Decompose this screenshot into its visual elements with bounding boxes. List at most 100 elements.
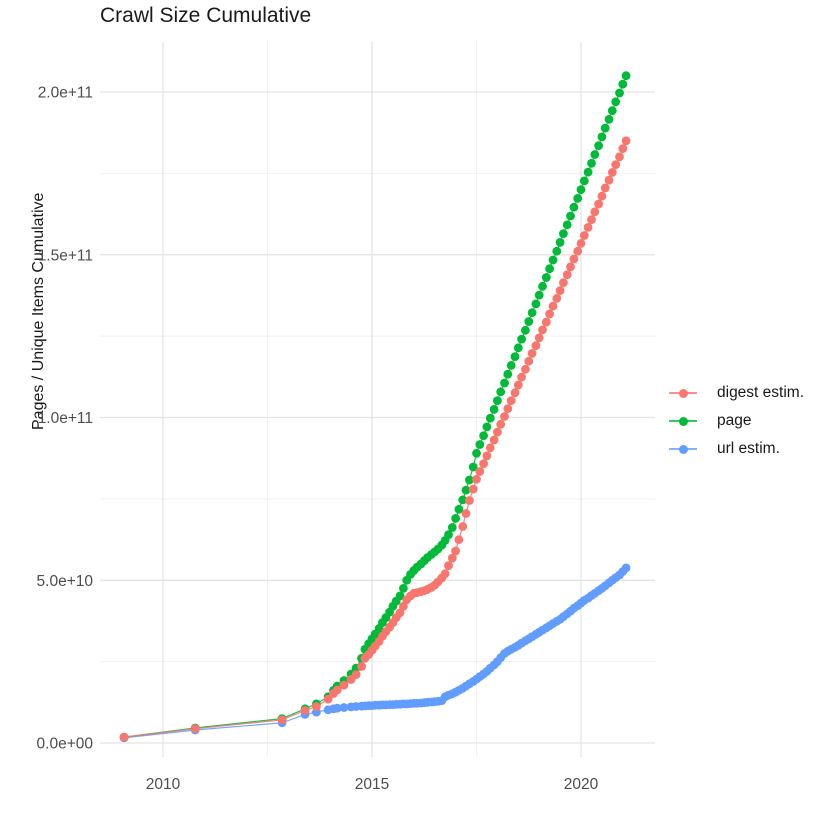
y-tick-labels: 0.0e+00 5.0e+10 1.0e+11 1.5e+11 2.0e+11 (37, 85, 94, 753)
data-point-page (611, 97, 621, 107)
data-point-page (555, 238, 565, 247)
data-point-page (552, 246, 562, 256)
data-point-page (569, 202, 579, 212)
data-point-page (506, 361, 516, 370)
data-point-digest (339, 680, 349, 690)
data-point-digest (323, 694, 333, 704)
data-point-digest (607, 168, 617, 177)
data-point-page (576, 185, 586, 195)
data-point-digest (562, 270, 572, 279)
data-point-digest (552, 294, 562, 303)
data-point-digest (531, 341, 541, 350)
data-point-digest (503, 404, 513, 414)
legend-item-page: page (669, 407, 804, 435)
data-point-page (527, 308, 537, 318)
data-point-page (493, 396, 502, 405)
y-tick-label: 1.0e+11 (38, 410, 93, 427)
data-point-page (489, 405, 499, 414)
data-point-page (503, 369, 513, 379)
data-point-digest (119, 732, 129, 742)
data-point-digest (440, 569, 450, 579)
data-point-digest (458, 522, 468, 531)
data-point-digest (451, 546, 460, 556)
data-point-digest (534, 333, 544, 343)
data-point-digest (521, 364, 530, 374)
data-point-digest (621, 136, 631, 146)
legend-key-url-icon (669, 444, 697, 455)
data-point-digest (300, 706, 310, 715)
y-tick-label: 1.5e+11 (38, 247, 93, 264)
data-point-page (395, 591, 405, 601)
data-point-url (339, 703, 349, 712)
data-point-page (621, 71, 631, 81)
legend-label-digest: digest estim. (717, 384, 805, 401)
gridlines-minor (100, 42, 655, 757)
data-point-page (538, 281, 547, 291)
data-point-digest (482, 451, 492, 461)
data-point-digest (496, 419, 506, 429)
x-tick-label: 2020 (564, 776, 599, 793)
data-point-digest (465, 496, 474, 505)
legend-item-digest-estim: digest estim. (669, 379, 804, 407)
data-point-digest (600, 183, 610, 193)
data-point-digest (475, 467, 485, 476)
data-point-digest (454, 535, 464, 544)
data-point-digest (395, 608, 405, 618)
data-point-page (531, 299, 541, 309)
data-point-digest (500, 412, 509, 421)
data-point-page (475, 440, 485, 449)
data-point-page (461, 485, 471, 495)
data-point-digest (587, 215, 596, 225)
data-point-digest (573, 246, 583, 256)
data-point-digest (485, 443, 495, 453)
data-point-page (472, 448, 481, 458)
data-point-digest (579, 231, 589, 240)
data-point-page (534, 290, 544, 300)
data-point-digest (510, 388, 520, 398)
x-tick-label: 2015 (355, 776, 389, 793)
data-point-page (447, 523, 457, 532)
data-point-page (454, 504, 464, 514)
series-digest (119, 136, 631, 742)
data-point-digest (461, 509, 471, 518)
data-point-digest (615, 152, 624, 162)
x-tick-label: 2010 (146, 776, 181, 793)
data-point-digest (506, 396, 516, 405)
data-point-page (485, 413, 495, 423)
chart-title: Crawl Size Cumulative (100, 4, 312, 27)
data-point-page (479, 431, 488, 441)
x-tick-labels: 2010 2015 2020 (146, 776, 599, 793)
data-point-digest (583, 223, 593, 232)
data-point-digest (444, 561, 453, 570)
legend-key-page-icon (669, 416, 697, 427)
data-point-page (524, 317, 534, 326)
data-point-digest (493, 427, 502, 437)
data-point-page (451, 514, 460, 523)
data-point-page (496, 387, 506, 397)
data-point-digest (555, 286, 565, 295)
data-point-page (615, 88, 624, 98)
data-point-page (573, 194, 583, 203)
data-point-page (465, 475, 474, 485)
data-point-page (562, 220, 572, 230)
data-point-page (482, 422, 492, 432)
data-point-digest (489, 435, 499, 445)
data-point-page (590, 150, 600, 159)
data-point-digest (479, 459, 488, 469)
data-point-page (468, 462, 478, 472)
data-point-digest (590, 207, 600, 217)
data-point-page (513, 343, 523, 353)
data-point-digest (594, 199, 603, 209)
data-point-digest (447, 553, 457, 563)
data-point-page (545, 264, 554, 274)
data-point-digest (468, 484, 478, 494)
legend-item-url-estim: url estim. (669, 435, 804, 463)
data-point-page (559, 229, 568, 239)
data-point-digest (545, 309, 554, 319)
legend-key-digest-icon (669, 388, 697, 399)
data-point-page (458, 495, 468, 505)
data-point-digest (312, 702, 321, 711)
y-tick-label: 5.0e+10 (37, 573, 94, 590)
y-tick-label: 2.0e+11 (38, 85, 93, 102)
